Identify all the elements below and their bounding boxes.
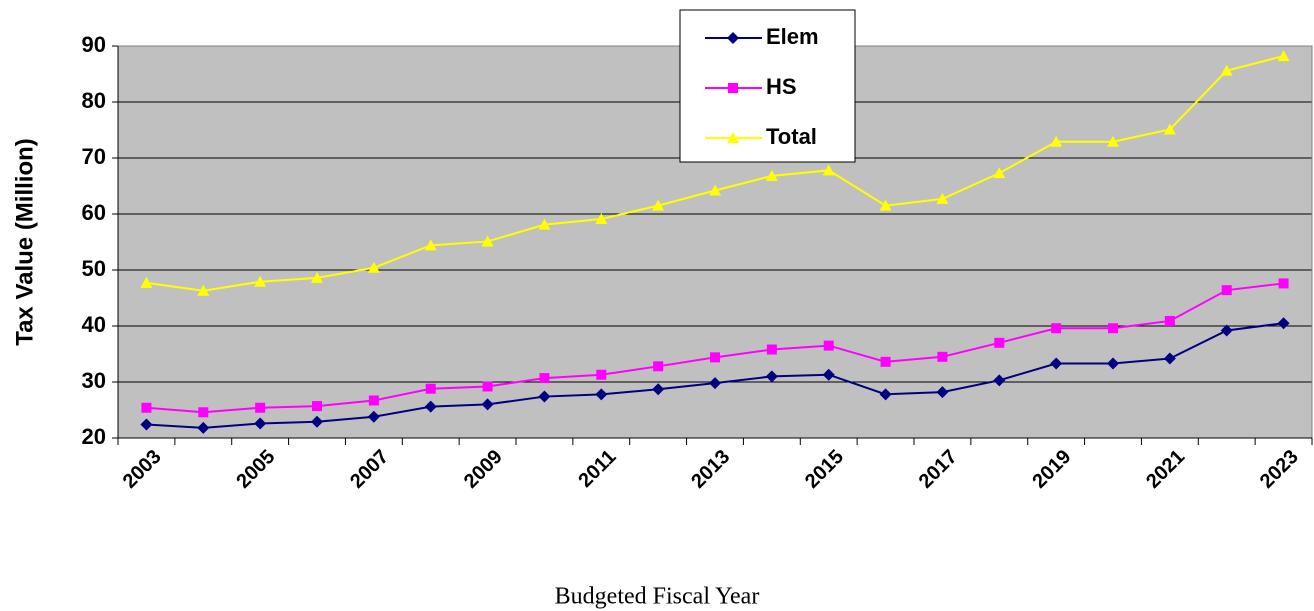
y-tick-label: 20 bbox=[82, 424, 106, 449]
data-point bbox=[481, 235, 494, 247]
x-tick-label: 2021 bbox=[1142, 446, 1189, 493]
x-tick-label: 2003 bbox=[119, 446, 166, 493]
data-point bbox=[367, 410, 380, 423]
data-point bbox=[311, 271, 323, 283]
data-point bbox=[1163, 123, 1176, 135]
legend-marker bbox=[727, 32, 739, 44]
data-point bbox=[1164, 315, 1175, 326]
legend-marker bbox=[727, 132, 739, 143]
data-point bbox=[879, 199, 892, 211]
y-axis-label: Tax Value (Million) bbox=[11, 138, 38, 346]
data-point bbox=[822, 368, 835, 381]
data-point bbox=[311, 415, 323, 428]
data-point bbox=[424, 239, 437, 251]
data-point bbox=[1107, 357, 1119, 370]
data-point bbox=[1163, 352, 1176, 365]
data-point bbox=[197, 421, 210, 434]
data-point bbox=[482, 381, 493, 392]
data-point bbox=[595, 388, 608, 401]
data-point bbox=[653, 361, 664, 372]
data-point bbox=[1220, 64, 1233, 76]
data-point bbox=[822, 164, 835, 176]
data-point bbox=[652, 199, 665, 211]
data-point bbox=[766, 344, 777, 355]
data-point bbox=[596, 369, 607, 380]
data-point bbox=[765, 370, 778, 383]
x-tick-label: 2011 bbox=[574, 446, 620, 492]
data-point bbox=[481, 398, 494, 411]
data-point bbox=[709, 377, 721, 390]
legend: Elem HS Total bbox=[679, 9, 856, 163]
data-point bbox=[709, 184, 721, 196]
data-point bbox=[367, 261, 380, 273]
data-point bbox=[936, 192, 949, 204]
data-point bbox=[255, 402, 266, 413]
data-point bbox=[595, 213, 608, 225]
data-point bbox=[538, 218, 551, 230]
data-point bbox=[652, 383, 665, 396]
data-point bbox=[424, 400, 437, 413]
x-tick-label: 2007 bbox=[346, 446, 393, 493]
data-point bbox=[198, 407, 209, 418]
data-point bbox=[254, 417, 267, 430]
x-tick-label: 2019 bbox=[1028, 446, 1075, 493]
y-tick-label: 60 bbox=[82, 200, 106, 225]
data-point bbox=[765, 169, 778, 181]
data-point bbox=[140, 276, 153, 288]
data-point bbox=[197, 284, 210, 296]
y-tick-label: 50 bbox=[82, 256, 106, 281]
data-point bbox=[425, 383, 436, 394]
data-point bbox=[140, 418, 153, 431]
data-point bbox=[1051, 323, 1062, 334]
data-point bbox=[823, 340, 834, 351]
data-point bbox=[141, 402, 152, 413]
data-point bbox=[538, 390, 551, 403]
data-point bbox=[1107, 135, 1119, 147]
data-point bbox=[880, 356, 891, 367]
data-point bbox=[993, 374, 1006, 387]
data-point bbox=[1220, 324, 1233, 337]
data-point bbox=[254, 275, 267, 287]
x-axis-label: Budgeted Fiscal Year bbox=[555, 584, 760, 610]
data-point bbox=[1221, 285, 1232, 296]
y-tick-label: 80 bbox=[82, 88, 106, 113]
x-tick-label: 2005 bbox=[232, 446, 279, 493]
data-point bbox=[1278, 278, 1289, 289]
data-point bbox=[1277, 317, 1290, 330]
y-tick-label: 40 bbox=[82, 312, 106, 337]
data-point bbox=[1050, 357, 1063, 370]
data-point bbox=[539, 373, 550, 384]
data-point bbox=[993, 167, 1006, 179]
legend-label: Total bbox=[766, 124, 817, 149]
data-point bbox=[368, 395, 379, 406]
data-point bbox=[710, 352, 720, 363]
data-point bbox=[937, 351, 948, 362]
x-tick-label: 2015 bbox=[801, 446, 848, 493]
legend-label: Elem bbox=[766, 24, 819, 49]
data-point bbox=[1108, 323, 1118, 334]
data-point bbox=[994, 337, 1005, 348]
y-tick-label: 70 bbox=[82, 144, 106, 169]
legend-marker bbox=[728, 83, 738, 93]
x-tick-label: 2023 bbox=[1256, 446, 1303, 493]
data-point bbox=[879, 388, 892, 401]
y-tick-label: 90 bbox=[82, 32, 106, 57]
x-tick-label: 2013 bbox=[687, 446, 734, 493]
data-point bbox=[312, 401, 322, 412]
y-tick-label: 30 bbox=[82, 368, 106, 393]
x-tick-label: 2017 bbox=[915, 446, 962, 493]
legend-label: HS bbox=[766, 74, 797, 99]
data-point bbox=[1277, 50, 1290, 62]
data-point bbox=[1050, 135, 1063, 147]
legend-box bbox=[679, 9, 856, 163]
x-tick-label: 2009 bbox=[460, 446, 507, 493]
data-point bbox=[936, 386, 949, 399]
